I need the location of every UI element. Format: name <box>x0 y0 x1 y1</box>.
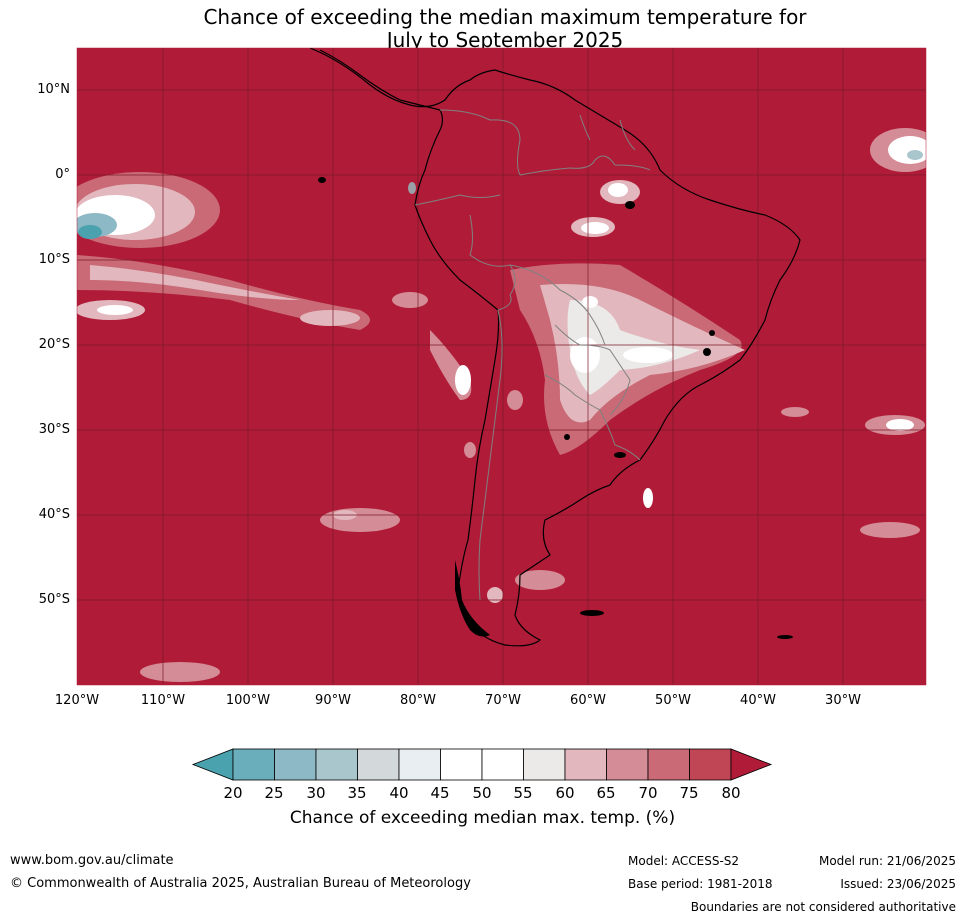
graticule <box>77 48 926 685</box>
lon-label-70w: 70°W <box>485 693 521 708</box>
colorbar-tick-55: 55 <box>513 784 533 802</box>
colorbar-segment <box>481 748 524 781</box>
colorbar-segment <box>398 748 441 781</box>
lon-label-30w: 30°W <box>825 693 861 708</box>
colorbar-tick-80: 80 <box>721 784 741 802</box>
colorbar-segment <box>232 748 275 781</box>
colorbar-tick-60: 60 <box>555 784 575 802</box>
map-title-line1: Chance of exceeding the median maximum t… <box>203 5 807 29</box>
colorbar-segment <box>564 748 607 781</box>
colorbar-segment <box>315 748 358 781</box>
lon-label-90w: 90°W <box>315 693 351 708</box>
colorbar-tick-35: 35 <box>347 784 367 802</box>
colorbar-label: Chance of exceeding median max. temp. (%… <box>289 808 676 828</box>
colorbar-segment <box>689 748 732 781</box>
footer-model: Model: ACCESS-S2 <box>628 854 740 868</box>
lon-label-80w: 80°W <box>400 693 436 708</box>
colorbar-extend-high <box>730 748 773 781</box>
country-borders <box>414 109 651 601</box>
lat-label-20s: 20°S <box>38 337 70 352</box>
lat-label-30s: 30°S <box>38 422 70 437</box>
lat-label-50s: 50°S <box>38 592 70 607</box>
lat-label-40s: 40°S <box>38 507 70 522</box>
footer-base-period: Base period: 1981-2018 <box>628 877 773 891</box>
anomaly-patches <box>77 128 926 682</box>
colorbar-tick-20: 20 <box>223 784 243 802</box>
lon-label-120w: 120°W <box>54 693 100 708</box>
map-title-line2: July to September 2025 <box>386 28 624 52</box>
colorbar-segment <box>523 748 566 781</box>
lon-label-50w: 50°W <box>655 693 691 708</box>
colorbar-segment <box>606 748 649 781</box>
lon-label-110w: 110°W <box>140 693 186 708</box>
colorbar-tick-40: 40 <box>389 784 409 802</box>
footer-model-run: Model run: 21/06/2025 <box>818 854 956 868</box>
colorbar-segment <box>647 748 690 781</box>
lat-label-10s: 10°S <box>38 252 70 267</box>
islands <box>318 177 793 639</box>
lat-label-10n: 10°N <box>37 82 70 97</box>
colorbar-segment <box>274 748 317 781</box>
colorbar-tick-70: 70 <box>638 784 658 802</box>
lon-label-40w: 40°W <box>740 693 776 708</box>
footer-copyright: © Commonwealth of Australia 2025, Austra… <box>10 876 471 891</box>
colorbar <box>191 748 773 781</box>
colorbar-tick-45: 45 <box>430 784 450 802</box>
south-america-coastline <box>309 48 801 647</box>
colorbar-tick-30: 30 <box>306 784 326 802</box>
lon-label-60w: 60°W <box>570 693 606 708</box>
colorbar-tick-25: 25 <box>264 784 284 802</box>
colorbar-segment <box>357 748 400 781</box>
lat-label-0: 0° <box>55 167 70 182</box>
footer-issued: Issued: 23/06/2025 <box>840 877 956 891</box>
colorbar-segment <box>440 748 483 781</box>
colorbar-tick-75: 75 <box>679 784 699 802</box>
footer-url[interactable]: www.bom.gov.au/climate <box>10 853 174 868</box>
footer-disclaimer: Boundaries are not considered authoritat… <box>690 900 956 914</box>
colorbar-extend-low <box>191 748 234 781</box>
colorbar-tick-65: 65 <box>596 784 616 802</box>
lon-label-100w: 100°W <box>225 693 271 708</box>
colorbar-tick-50: 50 <box>472 784 492 802</box>
